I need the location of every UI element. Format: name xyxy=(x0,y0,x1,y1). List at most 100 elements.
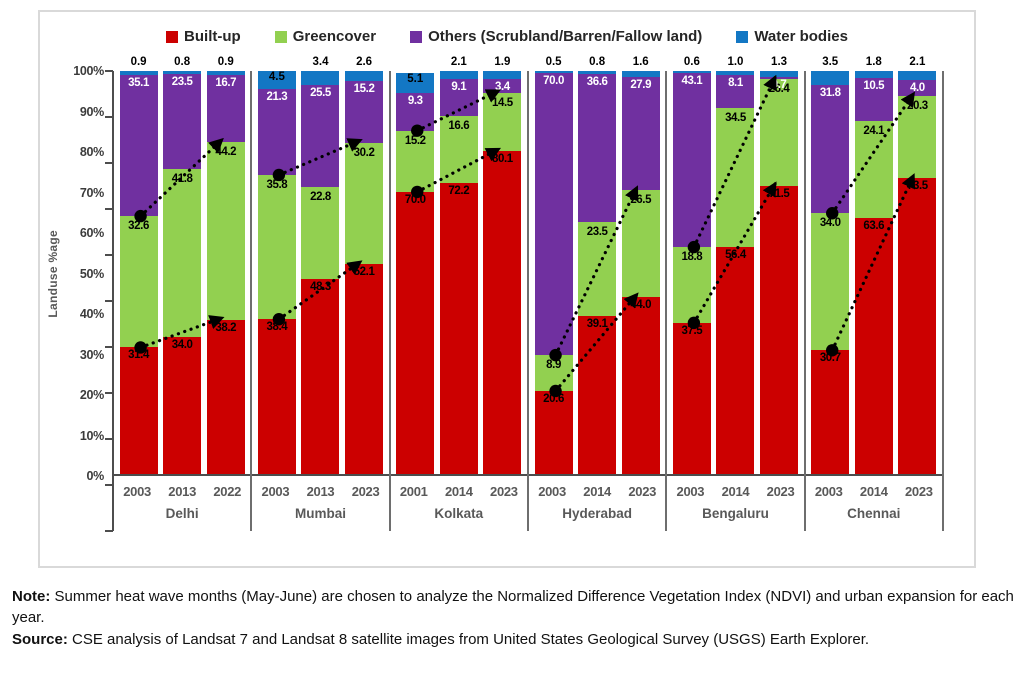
chart-legend: Built-up Greencover Others (Scrubland/Barr… xyxy=(40,28,974,45)
stacked-bar: 48.3 22.8 25.5 3.4 xyxy=(301,56,340,474)
tick-label: 30% xyxy=(79,347,104,362)
value-label: 16.7 xyxy=(215,76,237,89)
bar-segment-others: 36.6 xyxy=(578,74,617,222)
chart-figure: Built-up Greencover Others (Scrubland/Barr… xyxy=(38,10,976,568)
bar-segment-water xyxy=(854,71,893,79)
water-value-label: 1.8 xyxy=(865,56,882,68)
water-value-label: 0.8 xyxy=(589,56,606,68)
year-label: 2022 xyxy=(213,484,242,499)
stacked-bar: 70.0 15.2 9.3 5.1 xyxy=(396,71,435,474)
note-line: Note: Summer heat wave months (May-June)… xyxy=(12,586,1014,629)
bar-segment-greencover: 8.9 xyxy=(534,355,573,391)
value-label: 44.0 xyxy=(630,298,652,311)
year-label: 2003 xyxy=(676,484,705,499)
year-label: 2014 xyxy=(859,484,888,499)
water-value-label: 2.1 xyxy=(909,56,926,69)
tick-mark xyxy=(105,300,113,302)
water-value-label: 3.4 xyxy=(312,56,329,68)
bar-segment-water xyxy=(672,71,711,74)
bar-segment-others: 9.3 xyxy=(396,93,435,131)
year-label: 2003 xyxy=(538,484,566,499)
tick-label: 20% xyxy=(79,388,104,402)
stacked-bar: 72.2 16.6 9.1 2.1 xyxy=(439,56,478,474)
y-axis-label-column: Landuse %age xyxy=(40,71,66,476)
value-label: 15.2 xyxy=(404,134,426,147)
bar-segment-built-up: 72.2 xyxy=(439,183,478,474)
bar-segment-water xyxy=(163,70,202,75)
value-label: 34.5 xyxy=(725,111,746,124)
value-label: 20.3 xyxy=(906,100,928,112)
bar-segment-water xyxy=(621,71,660,78)
city-group: 31.4 32.6 35.1 0.9 34.0 41.8 23.5 0.8 38.2 44.2 16… xyxy=(114,56,253,531)
source-label: Source: xyxy=(12,630,68,648)
bar-segment-greencover: 34.0 xyxy=(811,213,850,351)
tick-mark xyxy=(105,162,113,164)
bar-segment-greencover: 44.2 xyxy=(206,141,245,321)
bar-segment-greencover: 20.3 xyxy=(898,96,937,178)
bar-segment-water xyxy=(301,71,340,85)
year-label: 2013 xyxy=(168,484,197,499)
value-label: 80.1 xyxy=(491,153,513,166)
bar-segment-greencover: 22.8 xyxy=(301,187,340,280)
value-label: 38.4 xyxy=(266,321,288,334)
bar-segment-water xyxy=(578,71,617,75)
value-label: 70.0 xyxy=(543,75,564,88)
value-label: 35.1 xyxy=(128,76,149,89)
bar-segment-built-up: 63.6 xyxy=(854,217,893,474)
bar-segment-built-up: 31.4 xyxy=(119,347,158,474)
year-label: 2014 xyxy=(444,484,473,499)
value-label: 56.4 xyxy=(725,248,746,261)
stacked-bar: 73.5 20.3 4.0 2.1 xyxy=(898,56,937,474)
water-value-label: 2.1 xyxy=(450,56,467,68)
tick-label: 50% xyxy=(79,266,104,281)
value-label: 72.2 xyxy=(448,185,470,198)
bar-segment-built-up: 38.2 xyxy=(206,320,245,474)
year-label: 2003 xyxy=(123,484,151,499)
value-label: 30.2 xyxy=(353,146,375,159)
value-label: 27.9 xyxy=(630,79,652,92)
city-group: 38.4 35.8 21.3 4.5 48.3 22.8 25.5 3.4 52.1 30.2 15… xyxy=(252,56,391,531)
value-label: 8.1 xyxy=(728,77,743,90)
water-value-label: 4.5 xyxy=(268,71,285,84)
stacked-bar: 71.5 26.4 0.7 1.3 xyxy=(760,56,799,474)
water-value-label: 0.5 xyxy=(545,56,562,68)
value-label: 22.8 xyxy=(310,191,331,204)
legend-item: Others (Scrubland/Barren/Fallow land) xyxy=(410,28,702,45)
water-value-label: 0.9 xyxy=(130,56,147,68)
group-bars: 30.7 34.0 31.8 3.5 63.6 24.1 10.5 1.8 73.5 20.3 4.… xyxy=(805,56,942,476)
bar-segment-others: 8.1 xyxy=(716,75,755,108)
y-axis-title: Landuse %age xyxy=(46,229,60,318)
bar-segment-greencover: 30.2 xyxy=(345,142,384,265)
stacked-bar: 38.4 35.8 21.3 4.5 xyxy=(257,71,296,474)
tick-label: 100% xyxy=(73,64,104,78)
stacked-bar: 44.0 26.5 27.9 1.6 xyxy=(621,56,660,474)
value-label: 26.5 xyxy=(630,193,652,206)
water-value-label: 0.9 xyxy=(217,56,234,68)
value-label: 32.6 xyxy=(128,220,149,233)
stacked-bar: 34.0 41.8 23.5 0.8 xyxy=(163,56,202,474)
value-label: 34.0 xyxy=(171,339,193,352)
value-label: 71.5 xyxy=(768,187,790,200)
bar-segment-water xyxy=(345,71,384,82)
bar-segment-greencover: 26.5 xyxy=(621,189,660,297)
group-bars: 20.6 8.9 70.0 0.5 39.1 23.5 36.6 0.8 44.0 26.5 27.… xyxy=(528,56,666,476)
value-label: 0.7 xyxy=(771,78,787,91)
bar-segment-greencover: 24.1 xyxy=(854,120,893,218)
bar-segment-water xyxy=(119,71,158,75)
water-value-label: 3.5 xyxy=(822,56,839,68)
value-label: 35.8 xyxy=(266,178,288,191)
year-label: 2023 xyxy=(351,484,380,499)
years-row: 2001 2014 2023 xyxy=(391,476,527,499)
value-label: 38.2 xyxy=(215,322,237,335)
value-label: 36.6 xyxy=(586,76,608,89)
bar-segment-others: 0.7 xyxy=(760,76,799,91)
value-label: 48.3 xyxy=(310,281,331,294)
bar-segment-others: 35.1 xyxy=(119,74,158,217)
footnote: Note: Summer heat wave months (May-June)… xyxy=(12,586,1014,650)
bar-segment-water xyxy=(439,71,478,80)
value-label: 70.0 xyxy=(404,193,426,206)
bar-segment-built-up: 20.6 xyxy=(534,390,573,474)
source-text: CSE analysis of Landsat 7 and Landsat 8 … xyxy=(67,630,870,648)
year-label: 2003 xyxy=(261,484,290,499)
value-label: 8.9 xyxy=(546,359,561,372)
